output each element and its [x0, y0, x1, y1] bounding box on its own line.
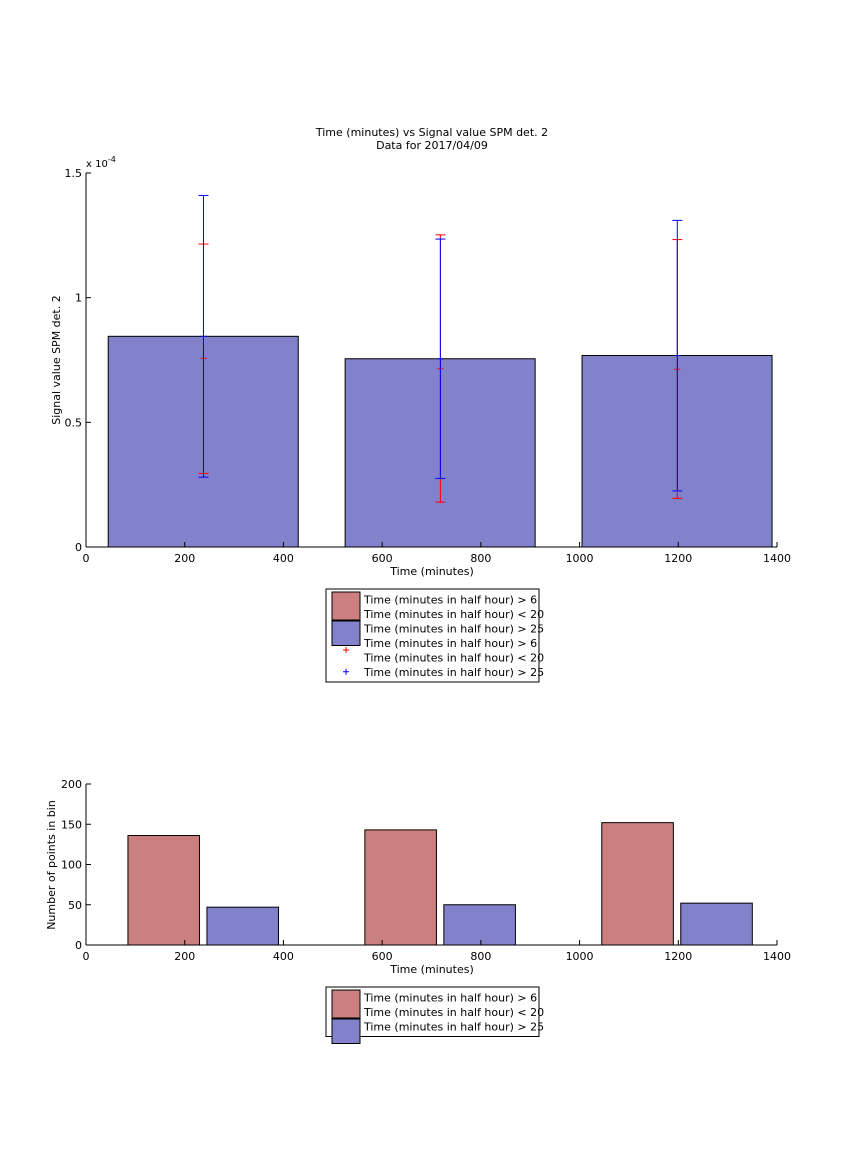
- exponent-base: x 10: [86, 159, 108, 170]
- axes: 0 200 400 600 800 1000 1200 1400 0 0.5 1 1.5: [65, 167, 792, 565]
- legend-label: Time (minutes in half hour) > 6: [363, 637, 537, 650]
- legend-label: Time (minutes in half hour) > 25: [363, 623, 544, 636]
- legend-swatch: [331, 620, 361, 646]
- y-tick-label: 0: [75, 541, 82, 554]
- x-tick-label: 1200: [664, 552, 692, 565]
- x-tick-label: 0: [83, 950, 90, 963]
- legend-box: [325, 986, 540, 1037]
- bars-group: [127, 822, 753, 946]
- y-axis-label: Number of points in bin: [45, 800, 58, 930]
- chart-title: Time (minutes) vs Signal value SPM det. …: [315, 126, 548, 139]
- x-tick-label: 0: [83, 552, 90, 565]
- x-tick-label: 800: [470, 552, 491, 565]
- chart-subtitle: Data for 2017/04/09: [376, 139, 488, 152]
- y-tick-label: 1: [75, 292, 82, 305]
- x-tick-label: 200: [174, 552, 195, 565]
- legend-swatch: [331, 591, 361, 621]
- y-tick-label: 1.5: [65, 167, 83, 180]
- svg-text:x 10-4: x 10-4: [86, 155, 116, 170]
- legend-label: Time (minutes in half hour) > 6: [363, 992, 537, 1005]
- x-axis-label: Time (minutes): [389, 565, 474, 578]
- x-tick-label: 600: [372, 950, 393, 963]
- bar: [127, 835, 201, 946]
- legend-swatch: [331, 989, 361, 1019]
- axes: 0 200 400 600 800 1000 1200 1400 0 50 100 150 200: [61, 778, 791, 963]
- legend-box: [325, 588, 540, 683]
- y-tick-label: 0: [75, 939, 82, 952]
- y-axis-label: Signal value SPM det. 2: [50, 295, 63, 425]
- y-exponent-label: x 10-4: [86, 155, 116, 170]
- y-tick-label: 200: [61, 778, 82, 791]
- x-tick-label: 400: [273, 950, 294, 963]
- error-bars-group: [198, 194, 683, 503]
- legend-label: Time (minutes in half hour) < 20: [363, 608, 544, 621]
- y-tick-label: 0.5: [65, 416, 83, 429]
- x-tick-label: 800: [470, 950, 491, 963]
- legend-label: Time (minutes in half hour) < 20: [363, 652, 544, 665]
- legend-label: Time (minutes in half hour) < 20: [363, 1006, 544, 1019]
- x-tick-label: 600: [372, 552, 393, 565]
- x-tick-label: 400: [273, 552, 294, 565]
- y-tick-label: 150: [61, 818, 82, 831]
- bar: [443, 904, 516, 946]
- exponent-power: -4: [108, 155, 116, 164]
- x-tick-label: 1400: [763, 950, 791, 963]
- y-tick-label: 100: [61, 859, 82, 872]
- x-tick-label: 1000: [566, 950, 594, 963]
- x-tick-label: 1400: [763, 552, 791, 565]
- bar: [601, 822, 674, 946]
- x-tick-label: 200: [174, 950, 195, 963]
- x-tick-label: 1200: [664, 950, 692, 963]
- legend-label: Time (minutes in half hour) > 25: [363, 1021, 544, 1034]
- legend-swatch: [331, 1018, 361, 1044]
- signal-chart: Time (minutes) vs Signal value SPM det. …: [50, 126, 792, 683]
- y-tick-label: 50: [68, 899, 82, 912]
- bar: [206, 906, 279, 946]
- x-tick-label: 1000: [566, 552, 594, 565]
- bar: [364, 829, 437, 946]
- bar: [680, 902, 753, 946]
- count-chart: 0 200 400 600 800 1000 1200 1400 0 50 100 150 200 Ti…: [45, 778, 791, 1044]
- legend-label: Time (minutes in half hour) > 6: [363, 594, 537, 607]
- legend-label: Time (minutes in half hour) > 25: [363, 666, 544, 679]
- x-axis-label: Time (minutes): [389, 963, 474, 976]
